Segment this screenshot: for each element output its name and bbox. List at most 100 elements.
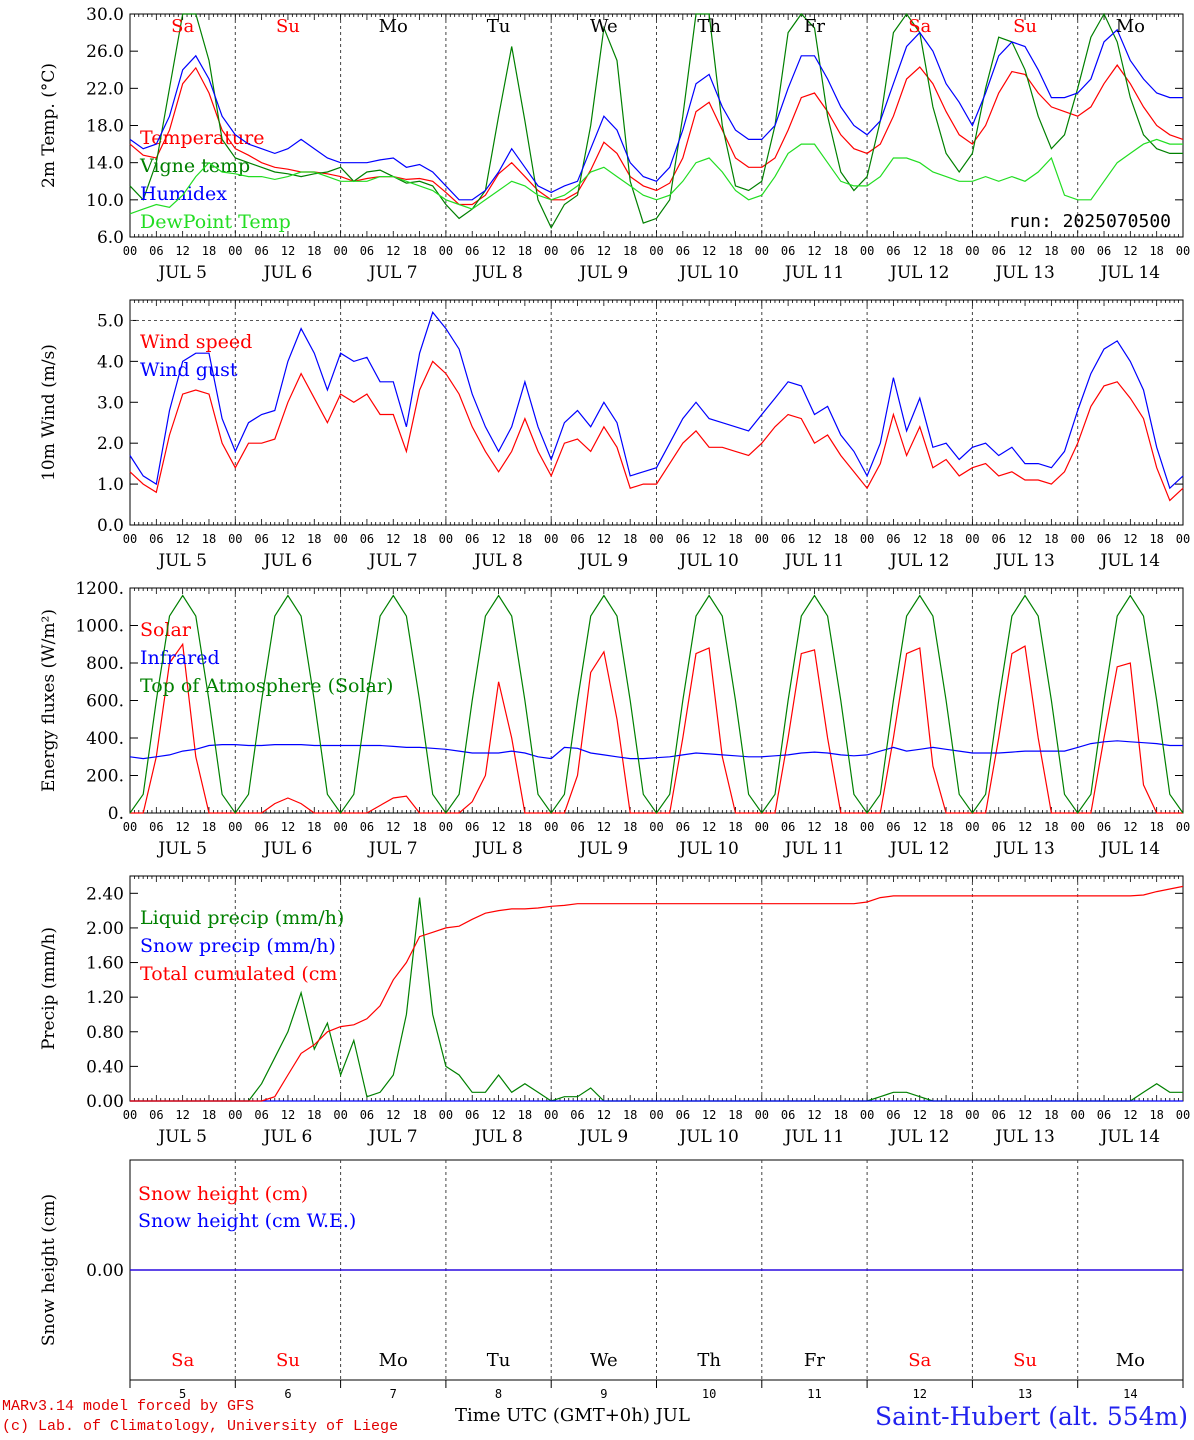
day-number: 14 — [1123, 1387, 1137, 1401]
weekday-label-bottom: Tu — [487, 1350, 511, 1371]
hour-label: 06 — [1097, 820, 1111, 834]
hour-label: 06 — [676, 532, 690, 546]
hour-label: 06 — [991, 1108, 1005, 1122]
hour-label: 12 — [386, 244, 400, 258]
day-label: JUL 9 — [578, 263, 629, 283]
hour-label: 12 — [702, 532, 716, 546]
hour-label: 00 — [439, 820, 453, 834]
day-label: JUL 13 — [993, 551, 1054, 571]
hour-label: 00 — [333, 820, 347, 834]
hour-label: 06 — [991, 820, 1005, 834]
hour-label: 06 — [465, 820, 479, 834]
hour-label: 00 — [123, 532, 137, 546]
hour-label: 18 — [623, 820, 637, 834]
hour-label: 00 — [228, 532, 242, 546]
hour-label: 12 — [597, 532, 611, 546]
hour-label: 00 — [965, 532, 979, 546]
hour-label: 12 — [281, 820, 295, 834]
hour-label: 18 — [834, 1108, 848, 1122]
legend-entry: Wind speed — [140, 331, 252, 353]
day-number: 12 — [913, 1387, 927, 1401]
hour-label: 18 — [623, 244, 637, 258]
y-tick-label: 2.40 — [86, 884, 124, 904]
lab-credit: (c) Lab. of Climatology, University of L… — [2, 1418, 399, 1435]
hour-label: 18 — [307, 820, 321, 834]
hour-label: 18 — [307, 1108, 321, 1122]
hour-label: 00 — [1070, 532, 1084, 546]
hour-label: 00 — [123, 1108, 137, 1122]
hour-label: 12 — [597, 1108, 611, 1122]
day-label: JUL 10 — [677, 263, 738, 283]
y-tick-label: 1.0 — [97, 475, 124, 495]
day-label: JUL 8 — [472, 1127, 523, 1147]
hour-label: 06 — [886, 244, 900, 258]
hour-label: 06 — [991, 532, 1005, 546]
hour-label: 06 — [676, 820, 690, 834]
hour-label: 18 — [728, 532, 742, 546]
weekday-label-bottom: Mo — [1116, 1350, 1145, 1371]
legend-entry: Snow precip (mm/h) — [140, 935, 336, 957]
hour-label: 06 — [570, 1108, 584, 1122]
hour-label: 12 — [702, 820, 716, 834]
hour-label: 12 — [175, 532, 189, 546]
hour-label: 12 — [597, 244, 611, 258]
hour-label: 00 — [228, 244, 242, 258]
hour-label: 00 — [965, 820, 979, 834]
weekday-label-bottom: Sa — [171, 1350, 194, 1371]
day-label: JUL 14 — [1099, 1127, 1160, 1147]
hour-label: 12 — [807, 1108, 821, 1122]
hour-label: 06 — [676, 244, 690, 258]
day-label: JUL 14 — [1099, 551, 1160, 571]
y-tick-label: 30.0 — [86, 5, 124, 25]
hour-label: 12 — [913, 244, 927, 258]
hour-label: 18 — [1044, 820, 1058, 834]
hour-label: 06 — [886, 820, 900, 834]
weekday-label-top: Th — [697, 16, 721, 37]
weekday-label-top: Tu — [487, 16, 511, 37]
legend-entry: Snow height (cm) — [138, 1183, 308, 1205]
y-tick-label: 2.0 — [97, 434, 124, 454]
day-label: JUL 7 — [367, 1127, 418, 1147]
hour-label: 12 — [491, 1108, 505, 1122]
hour-label: 06 — [149, 532, 163, 546]
hour-label: 06 — [570, 820, 584, 834]
series-line-dewpoint-temp — [129, 138, 1183, 215]
hour-label: 06 — [254, 532, 268, 546]
hour-label: 00 — [333, 532, 347, 546]
hour-label: 12 — [913, 532, 927, 546]
hour-label: 18 — [623, 1108, 637, 1122]
hour-label: 12 — [807, 244, 821, 258]
hour-label: 00 — [1176, 532, 1190, 546]
hour-label: 12 — [1123, 1108, 1137, 1122]
hour-label: 18 — [834, 820, 848, 834]
hour-label: 00 — [544, 1108, 558, 1122]
series-line-total-cumulated-cm — [130, 885, 1184, 1102]
y-tick-label: 200. — [86, 767, 124, 787]
hour-label: 00 — [439, 244, 453, 258]
day-number: 5 — [179, 1387, 186, 1401]
hour-label: 18 — [939, 532, 953, 546]
hour-label: 18 — [518, 244, 532, 258]
hour-label: 18 — [307, 244, 321, 258]
series-line-vigne-temp — [129, 12, 1183, 229]
plot-frame — [129, 587, 1184, 814]
hour-label: 12 — [175, 820, 189, 834]
hour-label: 18 — [518, 820, 532, 834]
panel-5: 0.00 Snow height (cm) Snow height (cm) Snow… — [39, 1159, 1184, 1388]
hour-label: 00 — [965, 1108, 979, 1122]
hour-label: 00 — [333, 244, 347, 258]
y-tick-label: 22.0 — [86, 79, 124, 99]
day-label: JUL 9 — [578, 839, 629, 859]
hour-label: 00 — [1176, 244, 1190, 258]
hour-label: 06 — [781, 820, 795, 834]
y-axis-label: 2m Temp. (°C) — [39, 63, 59, 188]
weekday-label-bottom: Su — [1013, 1350, 1037, 1371]
day-number: 13 — [1018, 1387, 1032, 1401]
hour-label: 00 — [439, 532, 453, 546]
hour-label: 18 — [412, 532, 426, 546]
day-label: JUL 11 — [783, 551, 844, 571]
series-line-humidex — [129, 28, 1183, 201]
weekday-label-bottom: We — [590, 1350, 618, 1371]
day-label: JUL 6 — [262, 1127, 313, 1147]
